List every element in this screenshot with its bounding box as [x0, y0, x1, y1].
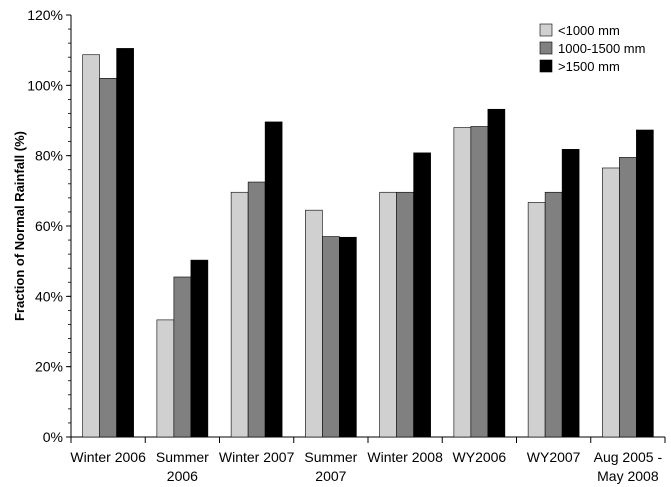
x-category-label: Summer 2007 [304, 449, 357, 484]
x-category-label-line: WY2006 [453, 449, 507, 465]
legend-label: >1500 mm [558, 59, 620, 74]
y-tick-label: 20% [35, 359, 63, 375]
bar [173, 276, 192, 438]
bar [413, 152, 431, 438]
legend-swatch [539, 59, 553, 73]
bar [453, 127, 472, 438]
bar [396, 191, 414, 438]
bar [636, 129, 654, 438]
x-category-label-line: May 2008 [597, 468, 659, 484]
bar [339, 236, 357, 438]
x-categories: Winter 2006 Summer 2006 Winter 2007 Summer 20… [70, 449, 662, 484]
x-category-label-line: WY2007 [527, 449, 581, 465]
bar [379, 191, 397, 438]
legend-swatch [539, 41, 553, 55]
x-category-label-line: 2006 [167, 468, 198, 484]
x-category-label-line: Summer [156, 449, 209, 465]
bar [156, 319, 175, 438]
bars [82, 48, 654, 438]
bar [470, 126, 489, 438]
x-category-label: WY2007 [527, 449, 581, 465]
bar [487, 108, 506, 438]
x-category-label-line: Summer [304, 449, 357, 465]
bar [305, 209, 323, 438]
x-category-label: Winter 2007 [219, 449, 295, 465]
x-category-label-line: 2007 [315, 468, 346, 484]
y-tick-label: 60% [35, 218, 63, 234]
bar [544, 191, 563, 438]
x-category-label: Aug 2005 - May 2008 [594, 449, 663, 484]
y-axis-title-group: Fraction of Normal Rainfall (%) [12, 131, 27, 321]
y-tick-label: 100% [27, 77, 63, 93]
bar [602, 167, 620, 438]
y-axis-label: Fraction of Normal Rainfall (%) [12, 131, 27, 321]
bar [82, 54, 100, 438]
bar [619, 157, 637, 438]
x-category-label: WY2006 [453, 449, 507, 465]
legend-swatch [539, 23, 553, 37]
y-tick-label: 120% [27, 7, 63, 23]
bar [264, 121, 283, 438]
bar [322, 236, 340, 438]
x-category-label: Winter 2006 [70, 449, 146, 465]
x-category-label-line: Aug 2005 - [594, 449, 663, 465]
y-tick-label: 0% [43, 429, 63, 445]
x-category-label-line: Winter 2006 [70, 449, 146, 465]
bar [116, 48, 134, 438]
bar [230, 191, 249, 438]
legend: <1000 mm 1000-1500 mm >1500 mm [539, 23, 645, 74]
y-tick-label: 40% [35, 288, 63, 304]
x-category-label: Winter 2008 [367, 449, 443, 465]
bar [561, 149, 580, 438]
bar [99, 78, 117, 438]
legend-label: 1000-1500 mm [558, 41, 645, 56]
bar [247, 181, 266, 438]
x-category-label-line: Winter 2007 [219, 449, 295, 465]
y-tick-label: 80% [35, 148, 63, 164]
y-ticks: 0% 20% 40% 60% 80% 100% 120% [27, 7, 71, 445]
x-category-label-line: Winter 2008 [367, 449, 443, 465]
bar [190, 259, 209, 438]
bar [527, 202, 546, 438]
x-category-label: Summer 2006 [156, 449, 209, 484]
legend-label: <1000 mm [558, 23, 620, 38]
